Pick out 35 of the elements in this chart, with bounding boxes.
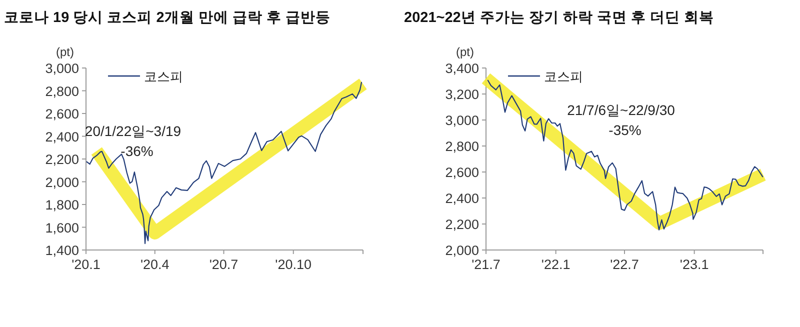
legend-label: 코스피 [144,69,183,84]
y-tick-label: 3,000 [445,113,479,128]
y-tick-label: 1,600 [45,220,79,236]
x-tick-label: '20.4 [140,257,170,272]
annotation: -35% [608,122,642,138]
annotation: 20/1/22일~3/19 [84,123,182,139]
chart-title: 2021~22년 주가는 장기 하락 국면 후 더딘 회복 [404,10,714,26]
legend-label: 코스피 [544,69,583,84]
chart-title: 코로나 19 당시 코스피 2개월 만에 급락 후 급반등 [4,10,330,26]
y-tick-label: 2,600 [45,106,79,122]
x-tick-label: '20.10 [275,257,312,272]
y-tick-label: 2,200 [45,152,79,167]
y-tick-label: 2,400 [45,129,79,144]
y-tick-label: 2,600 [445,165,479,180]
y-tick-label: 3,400 [445,61,479,76]
x-tick-label: '20.7 [209,257,238,272]
y-tick-label: 2,400 [445,191,479,206]
annotation: -36% [120,143,154,159]
annotation: 21/7/6일~22/9/30 [567,102,676,118]
x-tick-label: '23.1 [680,257,709,272]
x-tick-label: '21.7 [472,257,500,272]
x-tick-label: '20.1 [72,257,100,272]
x-tick-label: '22.1 [541,257,570,272]
y-tick-label: 2,800 [45,84,79,99]
y-tick-label: 3,000 [45,61,79,76]
y-tick-label: 2,200 [445,217,479,232]
y-tick-label: 1,400 [45,243,79,258]
y-tick-label: 1,800 [45,198,79,212]
x-tick-label: '22.7 [610,257,639,272]
y-tick-label: 3,200 [445,87,479,102]
y-tick-label: 2,000 [45,174,79,190]
y-axis-title: (pt) [456,45,474,59]
y-tick-label: 2,000 [445,243,479,258]
y-axis-title: (pt) [56,45,74,59]
y-tick-label: 2,800 [445,139,479,154]
